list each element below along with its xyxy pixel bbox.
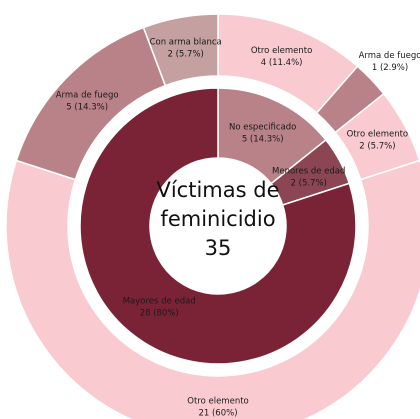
segment-label: Mayores de edad: [123, 296, 196, 306]
segment-label: Arma de fuego: [56, 90, 119, 100]
segment-label: Otro elemento: [187, 397, 248, 407]
segment-label: Arma de fuego: [359, 51, 420, 61]
segment-value-label: 5 (14.3%): [66, 102, 108, 112]
segment: [142, 13, 219, 87]
segment-label: Otro elemento: [347, 130, 408, 140]
segment-label: Otro elemento: [251, 46, 312, 56]
chart-title: Víctimas de feminicidio: [156, 178, 280, 231]
total: 35: [204, 236, 232, 260]
segment-label: No especificado: [229, 123, 296, 133]
segment-label: Menores de edad: [272, 167, 345, 177]
segment-value-label: 2 (5.7%): [291, 179, 327, 189]
segment-value-label: 4 (11.4%): [261, 58, 303, 68]
segment-value-label: 28 (80%): [140, 308, 179, 318]
segment: [79, 87, 357, 365]
center-label: Víctimas de feminicidio 35: [143, 176, 293, 263]
segment-value-label: 2 (5.7%): [168, 49, 204, 59]
segment: [5, 159, 420, 419]
segment-label: Con arma blanca: [150, 37, 222, 47]
segment-value-label: 1 (2.9%): [372, 63, 408, 73]
segment-value-label: 5 (14.3%): [242, 135, 284, 145]
segment-value-label: 21 (60%): [198, 409, 237, 419]
segment-value-label: 2 (5.7%): [359, 142, 395, 152]
